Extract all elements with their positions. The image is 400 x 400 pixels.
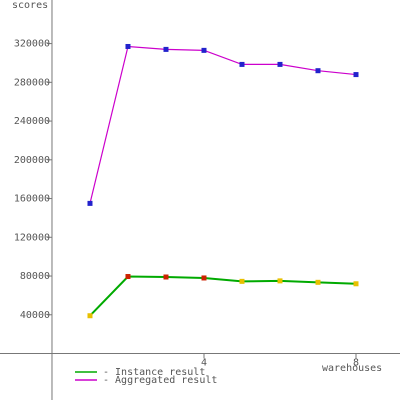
y-tick-label: 80000 <box>20 271 50 282</box>
point-marker <box>353 281 359 287</box>
y-tick-label: 160000 <box>14 194 50 205</box>
point-marker <box>277 61 283 67</box>
y-tick-label: 200000 <box>14 155 50 166</box>
point-marker <box>201 47 207 53</box>
point-marker <box>125 274 131 280</box>
y-tick-label: 40000 <box>20 310 50 321</box>
point-marker <box>163 46 169 52</box>
point-marker <box>201 275 207 281</box>
point-marker <box>125 43 131 49</box>
point-marker <box>163 274 169 280</box>
point-marker <box>315 68 321 74</box>
y-tick-label: 120000 <box>14 232 50 243</box>
x-axis-label: warehouses <box>322 363 382 374</box>
legend-label: - Aggregated result <box>103 375 217 386</box>
point-marker <box>87 313 93 319</box>
legend-label: - Instance result <box>103 367 205 378</box>
y-tick-label: 280000 <box>14 77 50 88</box>
point-marker <box>277 278 283 284</box>
series-line <box>89 275 357 317</box>
y-tick-label: 320000 <box>14 39 50 50</box>
point-marker <box>315 279 321 285</box>
y-tick-label: 240000 <box>14 116 50 127</box>
x-tick-label: 4 <box>201 358 207 369</box>
x-tick-label: 8 <box>353 358 359 369</box>
series-line <box>89 45 357 204</box>
point-marker <box>87 200 93 206</box>
y-axis-label: scores <box>12 0 48 11</box>
point-marker <box>353 72 359 78</box>
point-marker <box>239 278 245 284</box>
point-marker <box>239 61 245 67</box>
